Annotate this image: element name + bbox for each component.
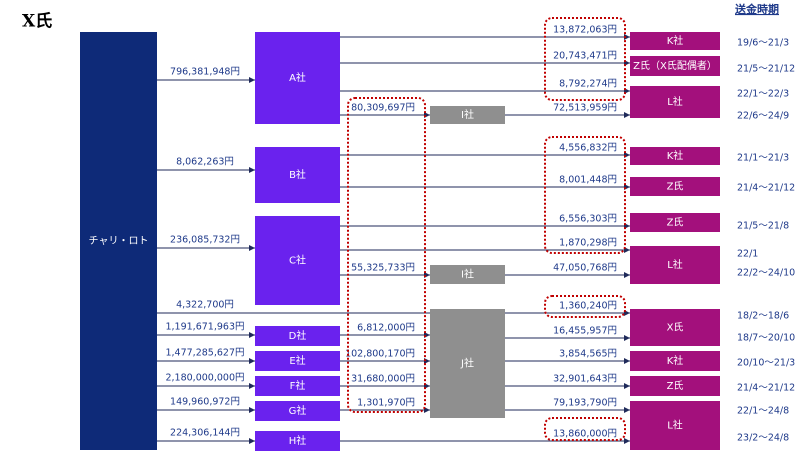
company-box-label: B社 — [289, 168, 306, 181]
period: 21/4～21/12 — [737, 383, 795, 394]
amount: 8,001,448円 — [559, 175, 617, 186]
amount: 1,477,285,627円 — [165, 348, 244, 359]
intermediary-box — [430, 265, 505, 284]
recipient-box — [630, 246, 720, 284]
amount: 8,062,263円 — [176, 157, 234, 168]
highlight-group — [544, 136, 626, 254]
recipient-box-label: K社 — [667, 149, 684, 162]
company-box-label: F社 — [290, 379, 306, 392]
period: 21/5～21/8 — [737, 221, 789, 232]
company-box-label: C社 — [289, 254, 306, 267]
recipient-box — [630, 86, 720, 118]
recipient-box — [630, 309, 720, 346]
amount: 1,360,240円 — [559, 301, 617, 312]
recipient-box — [630, 351, 720, 371]
period: 18/7～20/10 — [737, 333, 795, 344]
intermediary-box-label: I社 — [461, 268, 474, 281]
recipient-box — [630, 376, 720, 396]
period: 21/5～21/12 — [737, 64, 795, 75]
amount: 4,556,832円 — [559, 143, 617, 154]
period: 22/2～24/10 — [737, 268, 795, 279]
period: 23/2～24/8 — [737, 433, 789, 444]
company-box — [255, 351, 340, 371]
source-label: チャリ・ロト — [89, 235, 149, 247]
recipient-box-label: L社 — [667, 258, 683, 271]
company-box — [255, 216, 340, 305]
highlight-group — [544, 17, 626, 101]
amount: 224,306,144円 — [170, 428, 240, 439]
recipient-box-label: K社 — [667, 354, 684, 367]
intermediary-box — [430, 309, 505, 418]
period: 21/4～21/12 — [737, 183, 795, 194]
amount: 13,860,000円 — [553, 429, 617, 440]
header: 送金時期 — [734, 2, 779, 16]
company-box-label: E社 — [289, 354, 305, 367]
company-box — [255, 147, 340, 203]
period: 20/10～21/3 — [737, 358, 795, 369]
recipient-box — [630, 56, 720, 76]
amount: 32,901,643円 — [553, 374, 617, 385]
period: 21/1～21/3 — [737, 153, 789, 164]
amount: 4,322,700円 — [176, 300, 234, 311]
recipient-box — [630, 177, 720, 196]
intermediary-box-label: J社 — [460, 357, 474, 370]
recipient-box-label: Z氏（X氏配偶者） — [633, 59, 717, 72]
recipient-box-label: Z氏 — [667, 181, 684, 193]
highlight-group — [544, 295, 626, 318]
intermediary-box — [430, 106, 505, 124]
highlight-group — [347, 97, 426, 413]
period: 22/1～22/3 — [737, 89, 789, 100]
period: 18/2～18/6 — [737, 311, 789, 322]
period: 22/1 — [737, 249, 758, 260]
highlight-group — [544, 417, 626, 441]
period: 22/6～24/9 — [737, 111, 789, 122]
company-box-label: G社 — [289, 404, 307, 417]
amount: 31,680,000円 — [351, 374, 415, 385]
company-box-label: H社 — [289, 434, 307, 447]
amount: 796,381,948円 — [170, 67, 240, 78]
amount: 102,800,170円 — [345, 349, 415, 360]
recipient-box-label: K社 — [667, 34, 684, 47]
recipient-box-label: Z氏 — [667, 217, 684, 229]
amount: 6,556,303円 — [559, 214, 617, 225]
company-box-label: D社 — [289, 329, 307, 342]
amount: 1,191,671,963円 — [165, 322, 244, 333]
amount: 2,180,000,000円 — [165, 373, 244, 384]
amount: 13,872,063円 — [553, 25, 617, 36]
amount: 16,455,957円 — [553, 326, 617, 337]
recipient-box-label: L社 — [667, 95, 683, 108]
recipient-box — [630, 147, 720, 165]
title: X氏 — [22, 12, 52, 32]
amount: 236,085,732円 — [170, 235, 240, 246]
recipient-box-label: X氏 — [667, 322, 684, 334]
source-box — [80, 32, 157, 450]
amount: 72,513,959円 — [553, 103, 617, 114]
amount: 79,193,790円 — [553, 398, 617, 409]
period: 19/6～21/3 — [737, 38, 789, 49]
amount: 55,325,733円 — [351, 263, 415, 274]
amount: 1,301,970円 — [357, 398, 415, 409]
amount: 3,854,565円 — [559, 349, 617, 360]
amount: 47,050,768円 — [553, 263, 617, 274]
amount: 8,792,274円 — [559, 79, 617, 90]
amount: 1,870,298円 — [559, 238, 617, 249]
amount: 20,743,471円 — [553, 51, 617, 62]
amount: 6,812,000円 — [357, 323, 415, 334]
amount: 80,309,697円 — [351, 103, 415, 114]
recipient-box — [630, 401, 720, 450]
intermediary-box-label: I社 — [461, 108, 474, 121]
company-box — [255, 326, 340, 346]
company-box-label: A社 — [289, 71, 306, 84]
recipient-box — [630, 32, 720, 50]
amount: 149,960,972円 — [170, 397, 240, 408]
company-box — [255, 431, 340, 451]
period: 22/1～24/8 — [737, 406, 789, 417]
company-box — [255, 32, 340, 124]
recipient-box-label: L社 — [667, 419, 683, 432]
recipient-box-label: Z氏 — [667, 380, 684, 392]
company-box — [255, 401, 340, 421]
company-box — [255, 376, 340, 396]
recipient-box — [630, 213, 720, 232]
